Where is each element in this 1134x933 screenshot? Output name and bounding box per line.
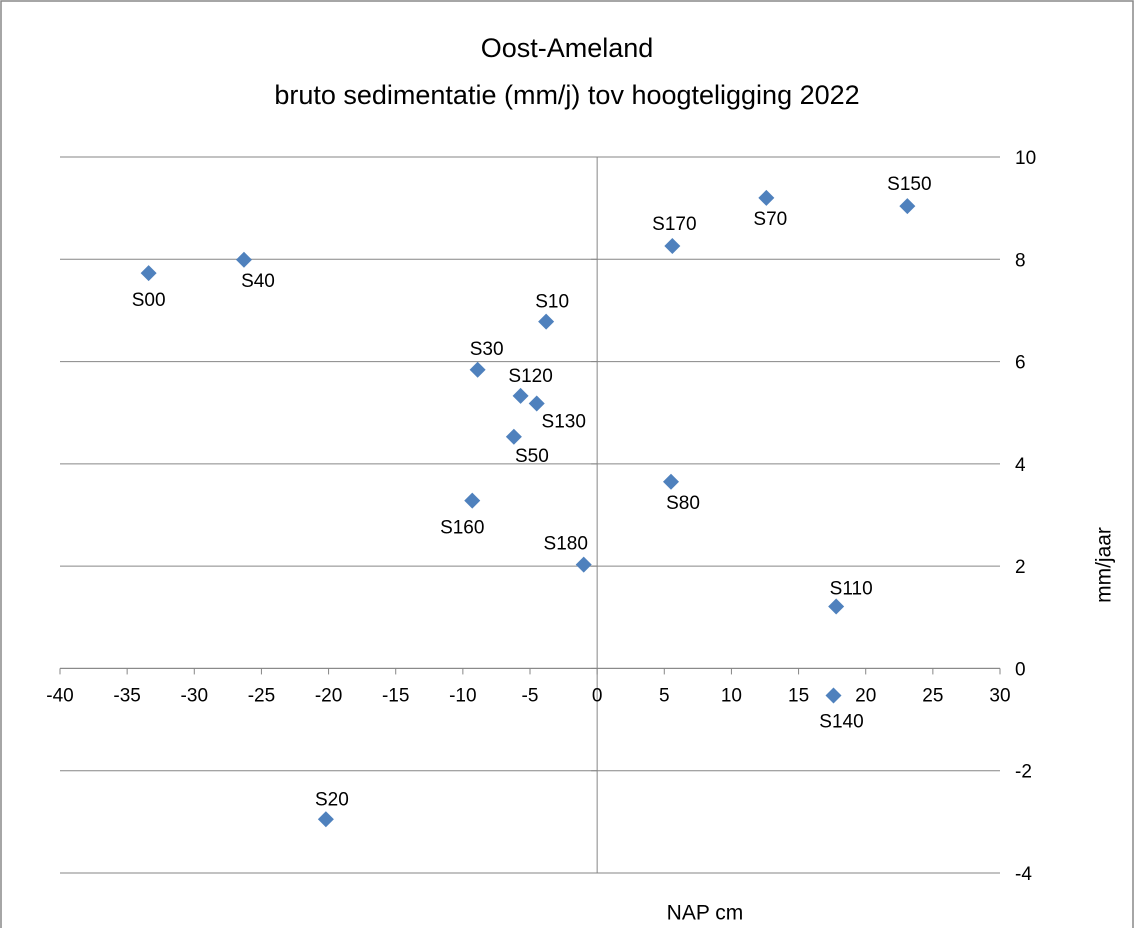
point-label: S80	[666, 493, 700, 514]
x-tick-label: -40	[46, 685, 73, 706]
data-point	[140, 265, 157, 282]
data-point	[464, 492, 481, 509]
x-tick-label: 25	[922, 685, 943, 706]
point-label: S110	[830, 579, 873, 600]
point-label: S170	[652, 214, 696, 235]
point-label: S120	[508, 366, 552, 387]
y-tick-label: 10	[1015, 148, 1036, 169]
x-tick-label: -5	[522, 685, 539, 706]
data-point	[758, 189, 775, 206]
point-label: S150	[887, 174, 931, 195]
point-label: S70	[753, 209, 787, 230]
y-tick-label: 8	[1015, 250, 1026, 271]
x-axis-label: NAP cm	[667, 902, 744, 925]
data-point	[505, 428, 522, 445]
y-tick-label: 2	[1015, 557, 1026, 578]
chart-title: Oost-Ameland	[481, 33, 654, 63]
data-point	[538, 313, 555, 330]
x-tick-label: -30	[181, 685, 208, 706]
data-point	[664, 237, 681, 254]
point-label: S140	[819, 712, 863, 733]
point-label: S160	[440, 518, 484, 539]
x-tick-label: -10	[449, 685, 476, 706]
point-label: S10	[535, 292, 569, 313]
x-tick-label: -35	[113, 685, 140, 706]
data-point	[469, 361, 486, 378]
point-label: S00	[132, 290, 166, 311]
x-tick-label: -20	[315, 685, 342, 706]
x-tick-label: -15	[382, 685, 409, 706]
data-point	[825, 687, 842, 704]
x-tick-label: 5	[659, 685, 670, 706]
x-tick-label: 10	[721, 685, 742, 706]
x-tick-label: 0	[592, 685, 603, 706]
data-point	[528, 395, 545, 412]
x-tick-label: -25	[248, 685, 275, 706]
data-point	[317, 811, 334, 828]
point-label: S30	[470, 339, 504, 360]
y-axis-label: mm/jaar	[1093, 527, 1116, 603]
data-point	[663, 473, 679, 490]
x-tick-label: 30	[989, 685, 1010, 706]
y-tick-label: -2	[1015, 762, 1032, 783]
data-point	[575, 556, 592, 573]
x-tick-label: 20	[855, 685, 876, 706]
x-tick-label: 15	[788, 685, 809, 706]
data-point	[828, 598, 845, 615]
point-label: S40	[241, 271, 275, 292]
y-tick-label: 0	[1015, 659, 1026, 680]
y-tick-label: 4	[1015, 455, 1026, 476]
data-point	[899, 198, 916, 215]
data-point	[512, 387, 529, 404]
point-label: S20	[315, 789, 349, 810]
point-label: S180	[544, 534, 588, 555]
y-tick-label: -4	[1015, 864, 1032, 885]
point-label: S130	[542, 412, 586, 433]
data-point	[235, 251, 252, 268]
chart-subtitle: bruto sedimentatie (mm/j) tov hoogteligg…	[274, 80, 859, 110]
point-label: S50	[515, 446, 549, 467]
y-tick-label: 6	[1015, 353, 1026, 374]
